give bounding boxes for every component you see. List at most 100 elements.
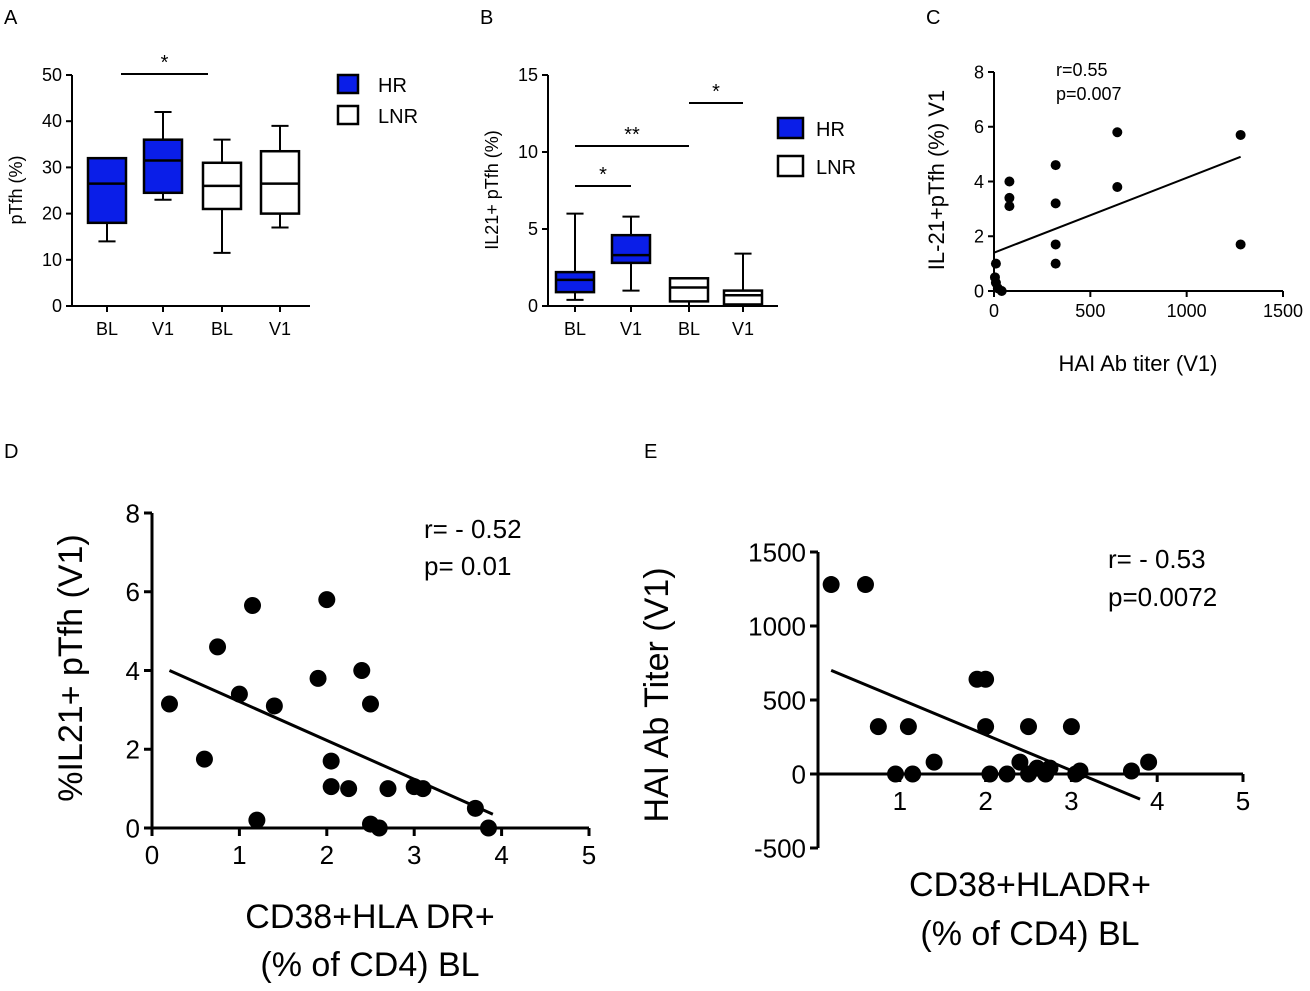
panel-a-legend-hr-swatch	[336, 73, 360, 95]
panel-e-regression-line	[830, 669, 1141, 801]
panel-d-y-tick-label: 0	[126, 813, 140, 843]
panel-a-boxes	[86, 110, 301, 254]
panel-a-significance-label: *	[161, 52, 169, 74]
panel-b-axes: 0 5 10 15 BL V1 BL V1	[518, 65, 778, 339]
panel-c-y-tick-label: 8	[974, 62, 984, 82]
panel-d-x-tick-label: 3	[407, 840, 421, 870]
panel-e-data-point	[856, 576, 874, 594]
panel-a-boxplot: pTfh (%) 0 10 20 30 40 50 BL V1 BL V1 * HR LNR	[6, 52, 418, 339]
panel-d-x-tick-label: 4	[494, 840, 508, 870]
panel-a-y-tick-label: 20	[42, 204, 62, 224]
panel-d-data-point	[322, 778, 340, 796]
panel-e-data-point	[977, 670, 995, 688]
panel-d-data-point	[340, 780, 358, 798]
panel-d-data-point	[379, 780, 397, 798]
panel-c-x-tick-label: 0	[989, 301, 999, 321]
panel-d-regression-line	[168, 669, 494, 816]
panel-letter-c: C	[926, 7, 940, 29]
panel-e-p-value: p=0.0072	[1108, 582, 1217, 612]
panel-e-x-tick-label: 3	[1064, 786, 1078, 816]
panel-a-y-tick-label: 10	[42, 250, 62, 270]
panel-c-axes: 0 2 4 6 8 0 500 1000 1500	[974, 62, 1303, 321]
panel-c-x-tick-label: 1000	[1167, 301, 1207, 321]
panel-d-x-tick-label: 0	[145, 840, 159, 870]
panel-a-x-tick-label: V1	[152, 319, 174, 339]
panel-c-data-point	[1050, 198, 1061, 209]
panel-e-data-point	[822, 576, 840, 594]
panel-d-data-point	[209, 638, 227, 656]
panel-c-points	[989, 127, 1246, 296]
panel-e-x-tick-label: 2	[978, 786, 992, 816]
panel-e-data-point	[887, 765, 905, 783]
panel-c-data-point	[996, 286, 1007, 296]
panel-d-data-point	[248, 811, 266, 829]
panel-a-y-tick-label: 0	[52, 296, 62, 316]
panel-c-y-tick-label: 0	[974, 281, 984, 301]
panel-c-data-point	[1004, 176, 1015, 187]
panel-c-data-point	[1112, 127, 1123, 138]
panel-b-y-tick-label: 15	[518, 65, 538, 85]
panel-c-y-tick-label: 4	[974, 172, 984, 192]
panel-b-significance: ****	[575, 81, 743, 187]
panel-d-points	[160, 591, 497, 837]
panel-b-x-tick-label: BL	[678, 319, 700, 339]
panel-e-y-tick-label: 1000	[748, 611, 806, 641]
panel-letter-a: A	[4, 7, 18, 29]
panel-b-significance-label: *	[712, 81, 720, 103]
panel-b-legend: HR LNR	[776, 116, 856, 179]
panel-c-data-point	[990, 258, 1001, 269]
panel-c-data-point	[1050, 258, 1061, 269]
panel-c-data-point	[1050, 160, 1061, 171]
panel-e-x-tick-label: 5	[1236, 786, 1250, 816]
panel-a-legend-hr-label: HR	[378, 75, 407, 97]
panel-d-data-point	[370, 819, 388, 837]
panel-d-y-tick-label: 4	[126, 656, 140, 686]
panel-b-legend-lnr-label: LNR	[816, 157, 856, 179]
panel-e-data-point	[981, 765, 999, 783]
panel-a-y-tick-label: 30	[42, 157, 62, 177]
panel-b-box-hr	[554, 270, 596, 294]
panel-d-y-tick-label: 2	[126, 735, 140, 765]
panel-e-data-point	[977, 718, 995, 736]
panel-c-r-value: r=0.55	[1056, 60, 1108, 80]
panel-b-x-tick-label: BL	[564, 319, 586, 339]
panel-d-r-value: r= - 0.52	[424, 514, 522, 544]
panel-b-box-lnr	[722, 289, 764, 306]
panel-c-data-point	[1112, 181, 1123, 192]
panel-a-legend-lnr-label: LNR	[378, 106, 418, 128]
panel-e-data-point	[1062, 718, 1080, 736]
panel-a-axes: 0 10 20 30 40 50 BL V1 BL V1	[42, 65, 310, 339]
panel-e-x-axis-label-line1: CD38+HLADR+	[909, 866, 1151, 904]
panel-e-x-tick-label: 4	[1150, 786, 1164, 816]
panel-e-data-point	[1011, 753, 1029, 771]
panel-c-x-tick-label: 500	[1075, 301, 1105, 321]
panel-b-significance-label: *	[599, 164, 607, 186]
panel-d-y-tick-label: 6	[126, 577, 140, 607]
panel-d-p-value: p= 0.01	[424, 551, 511, 581]
panel-b-y-tick-label: 10	[518, 142, 538, 162]
panel-c-data-point	[1004, 192, 1015, 203]
panel-c-y-tick-label: 2	[974, 227, 984, 247]
panel-e-y-tick-label: -500	[754, 833, 806, 863]
panel-d-x-axis-label-line1: CD38+HLA DR+	[245, 898, 494, 936]
panel-e-data-point	[869, 718, 887, 736]
panel-e-y-tick-label: 0	[792, 759, 806, 789]
panel-a-legend: HR LNR	[336, 73, 418, 128]
panel-d-axes: 0 2 4 6 8 0 1 2 3 4 5	[126, 498, 597, 870]
panel-d-data-point	[160, 695, 178, 713]
panel-d-x-tick-label: 1	[232, 840, 246, 870]
panel-d-data-point	[362, 695, 379, 713]
panel-e-points	[822, 576, 1158, 801]
panel-d-x-tick-label: 2	[320, 840, 334, 870]
panel-d-y-tick-label: 8	[126, 498, 140, 528]
panel-d-data-point	[244, 597, 262, 615]
panel-b-legend-hr-label: HR	[816, 119, 845, 141]
panel-d-data-point	[322, 752, 340, 770]
panel-e-data-point	[899, 718, 917, 736]
panel-letter-b: B	[480, 7, 493, 29]
panel-e-data-point	[904, 765, 922, 783]
panel-c-data-point	[1235, 129, 1246, 140]
panel-e-data-point	[998, 765, 1016, 783]
